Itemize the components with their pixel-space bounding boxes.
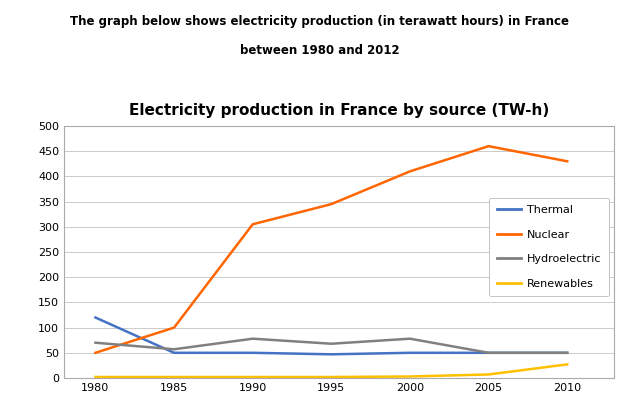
Legend: Thermal, Nuclear, Hydroelectric, Renewables: Thermal, Nuclear, Hydroelectric, Renewab…	[489, 197, 609, 297]
Text: The graph below shows electricity production (in terawatt hours) in France: The graph below shows electricity produc…	[70, 15, 570, 28]
Text: between 1980 and 2012: between 1980 and 2012	[240, 44, 400, 57]
Title: Electricity production in France by source (TW-h): Electricity production in France by sour…	[129, 103, 549, 118]
